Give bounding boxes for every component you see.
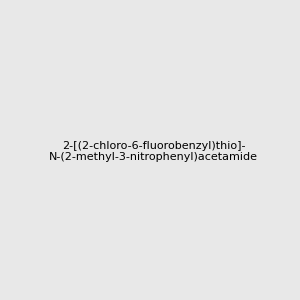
Text: 2-[(2-chloro-6-fluorobenzyl)thio]-
N-(2-methyl-3-nitrophenyl)acetamide: 2-[(2-chloro-6-fluorobenzyl)thio]- N-(2-…	[49, 141, 258, 162]
